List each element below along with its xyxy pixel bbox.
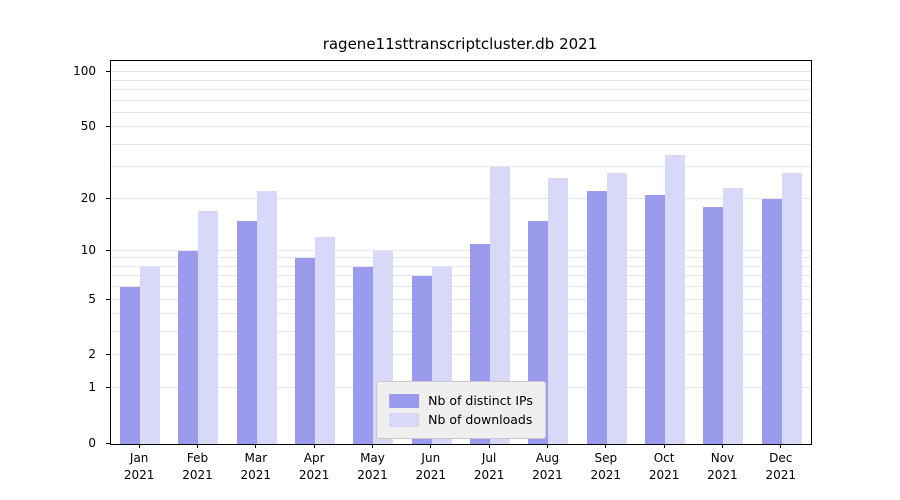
bar-nb-of-distinct-ips-oct xyxy=(645,194,666,444)
y-axis-tick-label: 1 xyxy=(88,380,96,395)
x-axis-tick-mark xyxy=(780,444,782,448)
gridline xyxy=(111,249,811,251)
bar-group-dec xyxy=(761,172,802,444)
y-axis-tick-mark xyxy=(106,126,110,128)
x-axis-tick-label: Mar 2021 xyxy=(240,451,272,483)
legend: Nb of distinct IPs Nb of downloads xyxy=(376,381,546,439)
bar-nb-of-downloads-nov xyxy=(723,187,744,444)
gridline xyxy=(111,286,811,288)
y-axis-tick-label: 100 xyxy=(73,64,96,79)
x-axis-tick-label: Nov 2021 xyxy=(707,451,738,483)
x-axis-tick-mark xyxy=(663,444,665,448)
gridline xyxy=(111,166,811,168)
x-axis-tick-mark xyxy=(547,444,548,448)
y-axis-tick-mark xyxy=(106,249,110,251)
bar-group-nov xyxy=(703,187,744,444)
x-axis-tick-mark xyxy=(313,444,315,448)
bar-nb-of-downloads-mar xyxy=(256,191,277,444)
legend-label: Nb of downloads xyxy=(428,412,533,427)
legend-swatch-nb-of-downloads xyxy=(389,412,420,427)
x-axis-tick-mark xyxy=(138,444,140,448)
bar-nb-of-downloads-jul xyxy=(490,167,511,444)
gridlines-layer xyxy=(111,61,811,444)
bar-nb-of-distinct-ips-sep xyxy=(586,191,607,444)
gridline xyxy=(111,99,811,101)
y-axis-tick-mark xyxy=(106,354,110,356)
y-axis-tick-label: 10 xyxy=(80,242,96,257)
bar-nb-of-distinct-ips-may xyxy=(353,266,374,444)
x-axis: Jan 2021 Feb 2021 Mar 2021 Apr 2021 May 2021… xyxy=(110,450,810,485)
y-axis-tick-mark xyxy=(106,71,110,73)
gridline xyxy=(111,197,811,199)
gridline xyxy=(111,275,811,277)
bar-nb-of-downloads-feb xyxy=(198,211,219,444)
legend-swatch-nb-of-distinct-ips xyxy=(389,393,420,408)
gridline xyxy=(111,265,811,267)
bar-group-sep xyxy=(586,172,627,444)
x-axis-tick-mark xyxy=(430,444,432,448)
x-axis-tick-label: Sep 2021 xyxy=(590,451,622,483)
gridline xyxy=(111,88,811,90)
y-axis: 0 1 2 5 10 20 50 100 xyxy=(0,60,102,450)
x-axis-tick-label: Jan 2021 xyxy=(123,451,155,483)
bar-nb-of-downloads-sep xyxy=(606,172,627,444)
bar-nb-of-distinct-ips-dec xyxy=(761,198,782,444)
x-axis-tick-label: Oct 2021 xyxy=(648,451,680,483)
x-axis-tick-label: Apr 2021 xyxy=(298,451,330,483)
bar-nb-of-distinct-ips-jan xyxy=(120,287,141,444)
bar-nb-of-downloads-apr xyxy=(315,237,336,444)
y-axis-tick-label: 5 xyxy=(88,291,96,306)
y-axis-tick-label: 50 xyxy=(80,119,96,134)
gridline xyxy=(111,79,811,81)
y-axis-tick-label: 0 xyxy=(88,436,96,450)
x-axis-tick-label: Jun 2021 xyxy=(415,451,447,483)
x-axis-tick-label: Dec 2021 xyxy=(765,451,797,483)
bar-nb-of-distinct-ips-feb xyxy=(178,250,199,444)
gridline xyxy=(111,331,811,333)
bar-group-feb xyxy=(178,211,219,444)
legend-label: Nb of distinct IPs xyxy=(428,393,533,408)
bar-group-jan xyxy=(120,266,161,444)
y-axis-tick-label: 20 xyxy=(80,190,96,205)
bar-nb-of-distinct-ips-apr xyxy=(295,258,316,444)
x-axis-tick-label: Feb 2021 xyxy=(182,451,213,483)
x-axis-tick-label: Aug 2021 xyxy=(532,451,563,483)
x-axis-tick-mark xyxy=(372,444,373,448)
bar-nb-of-downloads-oct xyxy=(665,155,686,444)
gridline xyxy=(111,126,811,128)
x-axis-tick-mark xyxy=(488,444,490,448)
x-axis-tick-mark xyxy=(197,444,198,448)
gridline xyxy=(111,313,811,315)
x-axis-tick-mark xyxy=(255,444,257,448)
gridline xyxy=(111,354,811,356)
bar-group-oct xyxy=(645,155,686,444)
legend-item-nb-of-distinct-ips: Nb of distinct IPs xyxy=(389,393,533,408)
bar-group-apr xyxy=(295,237,336,444)
y-axis-tick-mark xyxy=(106,298,110,300)
bar-nb-of-downloads-dec xyxy=(781,172,802,444)
x-axis-tick-mark xyxy=(722,444,723,448)
chart-title: ragene11sttranscriptcluster.db 2021 xyxy=(322,35,598,53)
bar-nb-of-downloads-aug xyxy=(548,178,569,444)
gridline xyxy=(111,257,811,259)
x-axis-tick-label: May 2021 xyxy=(357,451,388,483)
plot-area: Nb of distinct IPs Nb of downloads xyxy=(110,60,812,445)
gridline xyxy=(111,111,811,113)
x-axis-tick-mark xyxy=(605,444,607,448)
y-axis-tick-mark xyxy=(106,387,110,389)
bar-nb-of-distinct-ips-mar xyxy=(236,220,257,444)
x-axis-tick-label: Jul 2021 xyxy=(473,451,505,483)
bar-nb-of-downloads-jan xyxy=(140,266,161,444)
y-axis-tick-mark xyxy=(106,443,110,444)
bar-group-mar xyxy=(236,191,277,444)
y-axis-tick-mark xyxy=(106,197,110,199)
bar-nb-of-distinct-ips-nov xyxy=(703,206,724,444)
gridline xyxy=(111,71,811,73)
gridline xyxy=(111,298,811,300)
gridline xyxy=(111,143,811,145)
legend-item-nb-of-downloads: Nb of downloads xyxy=(389,412,533,427)
y-axis-tick-label: 2 xyxy=(88,347,96,362)
